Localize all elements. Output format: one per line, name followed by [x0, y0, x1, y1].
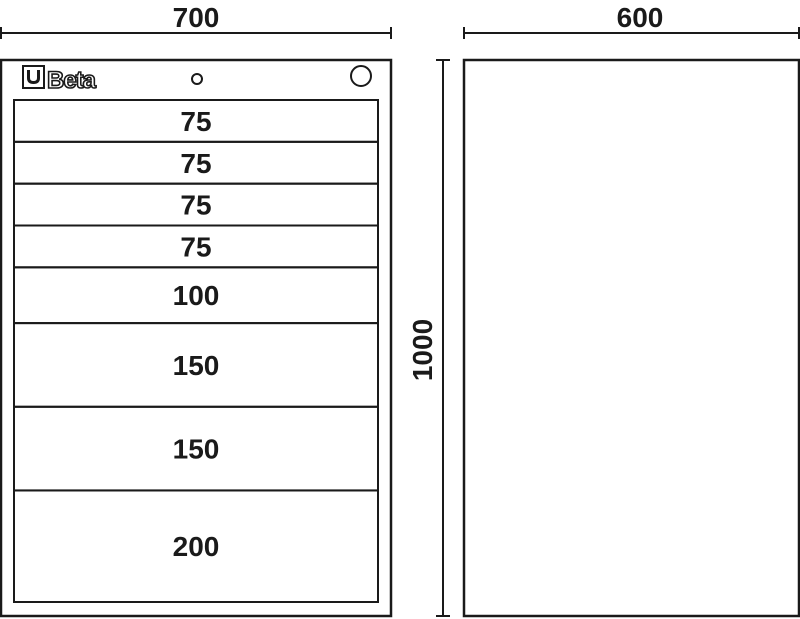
cabinet-side — [462, 58, 800, 618]
dimension-width-front: 700 — [0, 2, 392, 39]
drawer-height-label: 150 — [173, 434, 220, 465]
dimension-label-700: 700 — [173, 2, 220, 33]
dimension-height: 1000 — [407, 59, 450, 617]
drawer-height-label: 200 — [173, 531, 220, 562]
lock-icon — [350, 65, 372, 87]
drawer-height-label: 75 — [180, 190, 211, 221]
drawer-height-label: 100 — [173, 280, 220, 311]
dimension-label-1000: 1000 — [407, 319, 438, 381]
cabinet-front — [0, 58, 393, 618]
drawer-height-label: 150 — [173, 350, 220, 381]
drawer — [13, 489, 379, 604]
drawer-height-label: 75 — [180, 231, 211, 262]
dimension-label-600: 600 — [617, 2, 664, 33]
drawer-stack: 75 75 75 75 100 150 150 200 — [13, 99, 379, 604]
lock-hole-icon — [191, 73, 203, 85]
beta-logo: Beta — [22, 65, 98, 95]
logo-text: Beta — [47, 67, 97, 94]
drawer-height-label: 75 — [180, 148, 211, 179]
dimension-width-side: 600 — [463, 2, 800, 39]
drawer-height-label: 75 — [180, 106, 211, 137]
